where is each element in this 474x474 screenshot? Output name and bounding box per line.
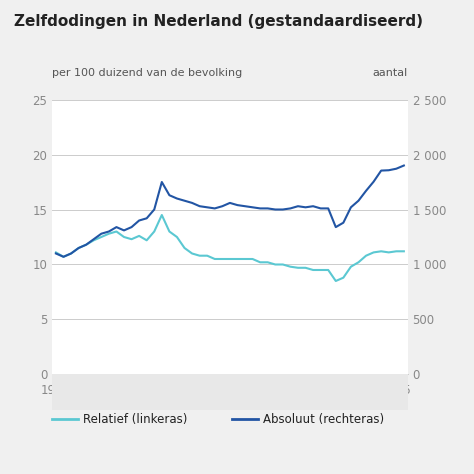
Text: Relatief (linkeras): Relatief (linkeras) [83, 413, 187, 426]
Text: aantal: aantal [373, 68, 408, 78]
Text: Zelfdodingen in Nederland (gestandaardiseerd): Zelfdodingen in Nederland (gestandaardis… [14, 14, 423, 29]
Text: Absoluut (rechteras): Absoluut (rechteras) [263, 413, 384, 426]
Text: per 100 duizend van de bevolking: per 100 duizend van de bevolking [52, 68, 242, 78]
